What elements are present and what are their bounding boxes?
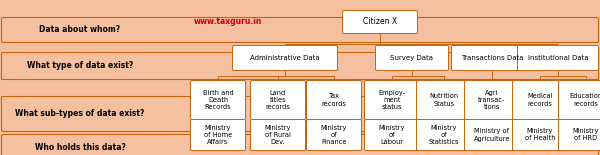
Text: Administrative Data: Administrative Data <box>250 55 320 61</box>
Text: www.taxguru.in: www.taxguru.in <box>194 18 262 27</box>
Text: Tax
records: Tax records <box>322 93 346 106</box>
Text: Who holds this data?: Who holds this data? <box>35 144 125 153</box>
FancyBboxPatch shape <box>251 80 305 120</box>
FancyBboxPatch shape <box>1 18 599 42</box>
FancyBboxPatch shape <box>464 80 520 120</box>
Text: What sub-types of data exist?: What sub-types of data exist? <box>16 109 145 119</box>
Text: Nutrition
Status: Nutrition Status <box>430 93 458 106</box>
FancyBboxPatch shape <box>464 120 520 151</box>
FancyBboxPatch shape <box>343 11 418 33</box>
Text: Survey Data: Survey Data <box>391 55 433 61</box>
FancyBboxPatch shape <box>1 97 599 131</box>
Text: Education
records: Education records <box>569 93 600 106</box>
FancyBboxPatch shape <box>365 80 419 120</box>
Text: Ministry
of
Labour: Ministry of Labour <box>379 125 405 145</box>
Text: Ministry of
Agriculture: Ministry of Agriculture <box>474 128 510 142</box>
Text: What type of data exist?: What type of data exist? <box>27 62 133 71</box>
FancyBboxPatch shape <box>512 80 568 120</box>
Text: Birth and
Death
Records: Birth and Death Records <box>203 90 233 110</box>
FancyBboxPatch shape <box>1 135 599 155</box>
Text: Citizen X: Citizen X <box>363 18 397 27</box>
Text: Ministry
of
Statistics: Ministry of Statistics <box>429 125 459 145</box>
FancyBboxPatch shape <box>416 80 472 120</box>
FancyBboxPatch shape <box>365 120 419 151</box>
FancyBboxPatch shape <box>307 120 361 151</box>
Text: Transactions Data: Transactions Data <box>461 55 523 61</box>
FancyBboxPatch shape <box>517 46 599 71</box>
FancyBboxPatch shape <box>512 120 568 151</box>
Text: Medical
records: Medical records <box>527 93 553 106</box>
FancyBboxPatch shape <box>559 80 600 120</box>
Text: Ministry
of HRD: Ministry of HRD <box>573 128 599 142</box>
Text: Institutional Data: Institutional Data <box>527 55 589 61</box>
Text: Land
titles
records: Land titles records <box>266 90 290 110</box>
FancyBboxPatch shape <box>376 46 449 71</box>
FancyBboxPatch shape <box>1 53 599 80</box>
Text: Employ-
ment
status: Employ- ment status <box>379 90 406 110</box>
FancyBboxPatch shape <box>452 46 533 71</box>
FancyBboxPatch shape <box>559 120 600 151</box>
Text: Ministry
of Health: Ministry of Health <box>525 128 555 142</box>
Text: Agri
transac-
tions: Agri transac- tions <box>478 90 506 110</box>
Text: Ministry
of Home
Affairs: Ministry of Home Affairs <box>204 125 232 145</box>
FancyBboxPatch shape <box>416 120 472 151</box>
Text: Data about whom?: Data about whom? <box>40 26 121 35</box>
Text: Ministry
of Rural
Dev.: Ministry of Rural Dev. <box>265 125 291 145</box>
Text: Ministry
of
Finance: Ministry of Finance <box>321 125 347 145</box>
FancyBboxPatch shape <box>251 120 305 151</box>
FancyBboxPatch shape <box>191 80 245 120</box>
FancyBboxPatch shape <box>233 46 337 71</box>
FancyBboxPatch shape <box>307 80 361 120</box>
FancyBboxPatch shape <box>191 120 245 151</box>
